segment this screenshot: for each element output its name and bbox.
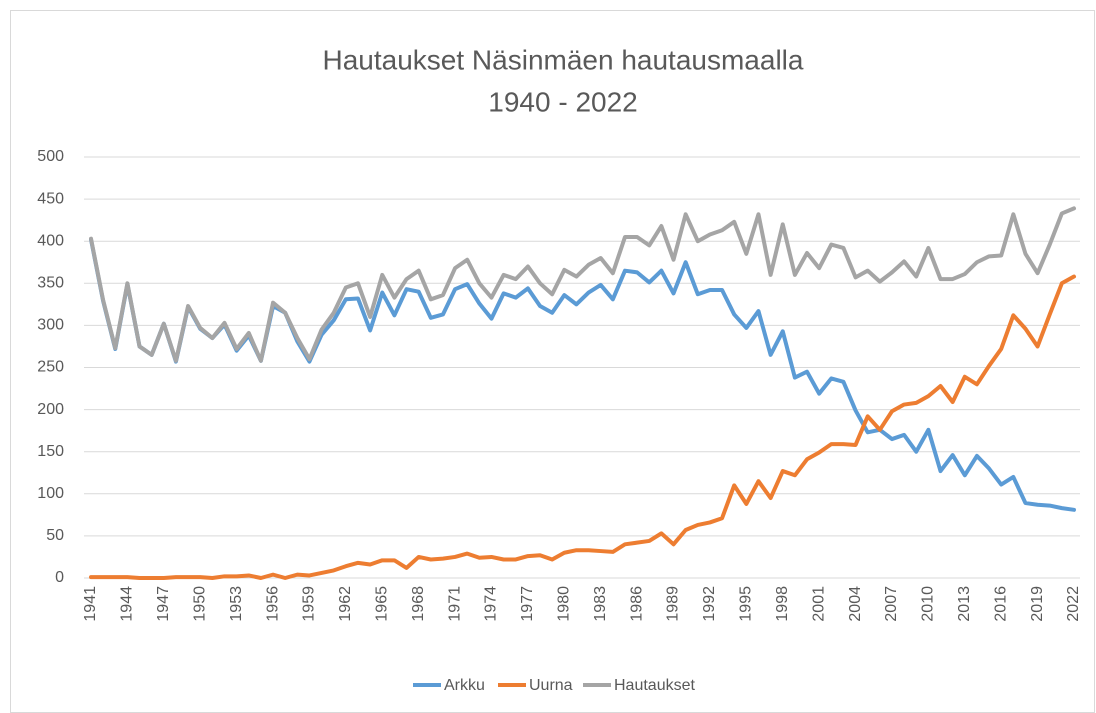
data-line <box>89 274 1076 580</box>
y-tick-label: 100 <box>37 485 64 502</box>
x-tick-label: 2013 <box>956 586 973 622</box>
x-tick-label: 1992 <box>701 586 718 622</box>
legend-label: Uurna <box>529 677 573 694</box>
x-tick-label: 1977 <box>519 586 536 622</box>
x-tick-label: 2001 <box>810 586 827 622</box>
x-tick-label: 1941 <box>82 586 99 622</box>
x-tick-label: 1950 <box>191 586 208 622</box>
data-line <box>89 206 1076 363</box>
y-tick-label: 50 <box>46 527 64 544</box>
y-tick-label: 0 <box>55 569 64 586</box>
y-tick-label: 500 <box>37 148 64 165</box>
x-tick-label: 1944 <box>119 586 136 622</box>
x-tick-label: 1959 <box>301 586 318 622</box>
x-tick-label: 1986 <box>628 586 645 622</box>
y-tick-label: 350 <box>37 275 64 292</box>
x-tick-label: 1998 <box>774 586 791 622</box>
chart-frame <box>10 10 1095 713</box>
x-tick-label: 2010 <box>920 586 937 622</box>
x-tick-label: 1968 <box>410 586 427 622</box>
x-tick-label: 2007 <box>883 586 900 622</box>
x-tick-label: 1953 <box>228 586 245 622</box>
x-tick-label: 1971 <box>446 586 463 622</box>
x-tick-label: 1962 <box>337 586 354 622</box>
legend-label: Hautaukset <box>614 677 695 694</box>
y-tick-label: 250 <box>37 359 64 376</box>
y-tick-label: 450 <box>37 190 64 207</box>
x-tick-label: 1956 <box>264 586 281 622</box>
x-tick-label: 1947 <box>155 586 172 622</box>
y-tick-label: 200 <box>37 401 64 418</box>
chart-title: Hautaukset Näsinmäen hautausmaalla <box>323 44 804 75</box>
x-tick-label: 2022 <box>1065 586 1082 622</box>
x-tick-label: 2019 <box>1029 586 1046 622</box>
x-tick-label: 1995 <box>738 586 755 622</box>
y-tick-label: 300 <box>37 317 64 334</box>
x-tick-label: 1980 <box>556 586 573 622</box>
y-tick-label: 400 <box>37 232 64 249</box>
x-tick-label: 2004 <box>847 586 864 622</box>
chart-subtitle: 1940 - 2022 <box>488 86 637 117</box>
x-tick-label: 1983 <box>592 586 609 622</box>
legend-label: Arkku <box>444 677 485 694</box>
x-tick-label: 1965 <box>373 586 390 622</box>
x-tick-label: 1989 <box>665 586 682 622</box>
x-tick-label: 1974 <box>483 586 500 622</box>
x-tick-label: 2016 <box>992 586 1009 622</box>
y-tick-label: 150 <box>37 443 64 460</box>
